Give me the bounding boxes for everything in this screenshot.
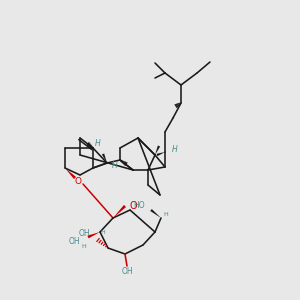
Text: O: O xyxy=(129,201,137,211)
Text: HO: HO xyxy=(134,202,145,211)
Polygon shape xyxy=(65,168,76,179)
Text: H: H xyxy=(82,244,86,248)
Polygon shape xyxy=(155,146,160,155)
Text: H: H xyxy=(172,146,178,154)
Polygon shape xyxy=(150,209,161,218)
Polygon shape xyxy=(157,152,165,156)
Text: H: H xyxy=(163,212,168,217)
Polygon shape xyxy=(113,205,126,218)
Text: OH: OH xyxy=(68,238,80,247)
Text: H: H xyxy=(112,160,118,169)
Text: O: O xyxy=(74,176,82,185)
Text: H: H xyxy=(100,230,105,235)
Polygon shape xyxy=(87,232,100,238)
Text: OH: OH xyxy=(78,230,90,238)
Text: OH: OH xyxy=(121,268,133,277)
Polygon shape xyxy=(102,154,107,163)
Text: H: H xyxy=(95,140,101,148)
